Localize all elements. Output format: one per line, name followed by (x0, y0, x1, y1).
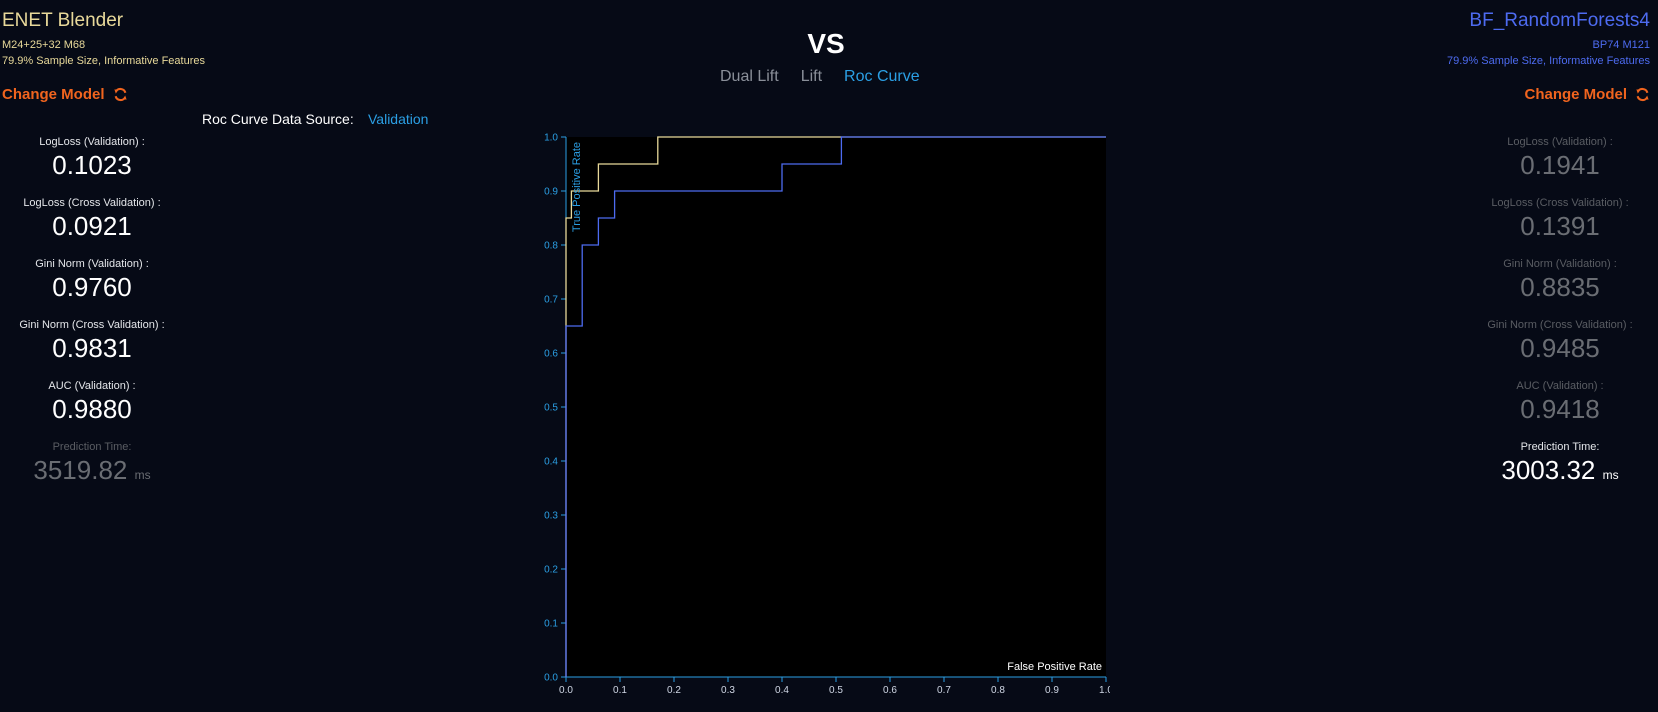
metric-value: 0.9418 (1520, 394, 1600, 424)
x-tick-label: 0.3 (721, 685, 735, 696)
metric-value-row: 0.9485 (1468, 332, 1652, 364)
right-metric: LogLoss (Cross Validation) : 0.1391 (1468, 197, 1652, 258)
metric-label: Gini Norm (Cross Validation) : (19, 319, 165, 331)
metric-label: Prediction Time: (52, 441, 132, 453)
metric-value: 0.9760 (52, 272, 132, 302)
x-tick-label: 0.5 (829, 685, 843, 696)
x-tick-label: 0.4 (775, 685, 789, 696)
metric-label: LogLoss (Cross Validation) : (23, 197, 161, 209)
left-metric: Gini Norm (Validation) : 0.9760 (0, 258, 184, 319)
metric-label: LogLoss (Validation) : (1507, 136, 1613, 148)
y-tick-label: 0.2 (544, 565, 558, 576)
right-model-roc-line (565, 136, 1106, 677)
metric-value-row: 0.1023 (0, 149, 184, 181)
y-tick-label: 0.7 (544, 295, 558, 306)
data-source-selector[interactable]: Validation (368, 111, 429, 127)
y-tick-label: 0.4 (544, 457, 558, 468)
x-tick-label: 0.6 (883, 685, 897, 696)
metric-label: LogLoss (Cross Validation) : (1491, 197, 1629, 209)
metric-value-row: 0.1391 (1468, 210, 1652, 242)
refresh-icon (113, 87, 127, 102)
right-metric: LogLoss (Validation) : 0.1941 (1468, 136, 1652, 197)
metric-label: Gini Norm (Validation) : (1503, 258, 1617, 270)
y-tick-label: 0.6 (544, 349, 558, 360)
right-metrics-panel: LogLoss (Validation) : 0.1941 LogLoss (Cro… (1468, 136, 1652, 502)
right-metric: Gini Norm (Cross Validation) : 0.9485 (1468, 319, 1652, 380)
metric-value: 3003.32 (1501, 455, 1596, 485)
metric-value: 0.9880 (52, 394, 132, 424)
plot-area (566, 137, 1106, 677)
left-metrics-panel: LogLoss (Validation) : 0.1023 LogLoss (Cro… (0, 136, 184, 502)
left-change-model-button[interactable]: Change Model (2, 86, 128, 103)
metric-value-row: 0.1941 (1468, 149, 1652, 181)
right-metric: Gini Norm (Validation) : 0.8835 (1468, 258, 1652, 319)
y-tick-label: 0.0 (544, 673, 558, 684)
metric-label: Gini Norm (Validation) : (35, 258, 149, 270)
metric-value: 0.8835 (1520, 272, 1600, 302)
left-metric: Gini Norm (Cross Validation) : 0.9831 (0, 319, 184, 380)
metric-label: AUC (Validation) : (1516, 380, 1604, 392)
tab-roc-curve[interactable]: Roc Curve (844, 68, 920, 85)
metric-value-row: 0.8835 (1468, 271, 1652, 303)
metric-value-row: 3519.82 ms (0, 454, 184, 491)
metric-value: 0.9831 (52, 333, 132, 363)
metric-value-row: 0.9831 (0, 332, 184, 364)
metric-value: 0.1023 (52, 150, 132, 180)
vs-label: VS (807, 28, 845, 59)
left-model-description: 79.9% Sample Size, Informative Features (2, 55, 205, 67)
x-tick-label: 0.8 (991, 685, 1005, 696)
right-change-model-button[interactable]: Change Model (1524, 86, 1650, 103)
x-tick-label: 0.2 (667, 685, 681, 696)
left-change-model-label: Change Model (2, 86, 105, 103)
x-axis-label: False Positive Rate (1007, 661, 1102, 673)
metric-value: 3519.82 (33, 455, 128, 485)
metric-value-row: 0.0921 (0, 210, 184, 242)
right-metric: Prediction Time: 3003.32 ms (1468, 441, 1652, 502)
y-tick-label: 0.3 (544, 511, 558, 522)
metric-label: AUC (Validation) : (48, 380, 136, 392)
y-tick-label: 0.5 (544, 403, 558, 414)
left-model-ids: M24+25+32 M68 (2, 39, 86, 51)
y-tick-label: 1.0 (544, 133, 558, 144)
x-tick-label: 0.1 (613, 685, 627, 696)
refresh-icon (1636, 87, 1649, 102)
y-tick-label: 0.1 (544, 619, 558, 630)
left-metric: AUC (Validation) : 0.9880 (0, 380, 184, 441)
metric-label: Gini Norm (Cross Validation) : (1487, 319, 1633, 331)
x-tick-label: 0.0 (559, 685, 573, 696)
metric-value: 0.9485 (1520, 333, 1600, 363)
roc-curve-chart: 0.0 0.1 0.2 0.3 0.4 0.5 0.6 0.7 0.8 0.9 1.0 0.0 0.1 0… (544, 133, 1110, 697)
metric-value-row: 0.9418 (1468, 393, 1652, 425)
metric-value: 0.1391 (1520, 211, 1600, 241)
left-model-title: ENET Blender (2, 10, 124, 31)
right-model-ids: BP74 M121 (1592, 39, 1650, 51)
metric-value-row: 0.9880 (0, 393, 184, 425)
metric-value: 0.0921 (52, 211, 132, 241)
metric-unit: ms (134, 468, 151, 482)
right-metric: AUC (Validation) : 0.9418 (1468, 380, 1652, 441)
metric-unit: ms (1602, 468, 1619, 482)
metric-label: Prediction Time: (1520, 441, 1600, 453)
metric-value: 0.1941 (1520, 150, 1600, 180)
tab-dual-lift[interactable]: Dual Lift (720, 68, 779, 85)
y-tick-label: 0.9 (544, 187, 558, 198)
metric-label: LogLoss (Validation) : (39, 136, 145, 148)
metric-value-row: 0.9760 (0, 271, 184, 303)
y-axis-label: True Positive Rate (571, 142, 583, 232)
left-metric: Prediction Time: 3519.82 ms (0, 441, 184, 502)
y-tick-label: 0.8 (544, 241, 558, 252)
metric-value-row: 3003.32 ms (1468, 454, 1652, 491)
x-tick-label: 0.9 (1045, 685, 1059, 696)
x-tick-label: 0.7 (937, 685, 951, 696)
data-source-label: Roc Curve Data Source: (202, 111, 354, 127)
left-metric: LogLoss (Validation) : 0.1023 (0, 136, 184, 197)
tab-lift[interactable]: Lift (800, 68, 823, 85)
right-model-description: 79.9% Sample Size, Informative Features (1447, 55, 1650, 67)
left-metric: LogLoss (Cross Validation) : 0.0921 (0, 197, 184, 258)
left-model-roc-line (565, 136, 1106, 677)
right-change-model-label: Change Model (1524, 86, 1627, 103)
chart-type-tabs: Dual Lift Lift Roc Curve (720, 68, 920, 86)
x-tick-label: 1.0 (1099, 685, 1110, 696)
right-model-title: BF_RandomForests4 (1469, 10, 1650, 31)
